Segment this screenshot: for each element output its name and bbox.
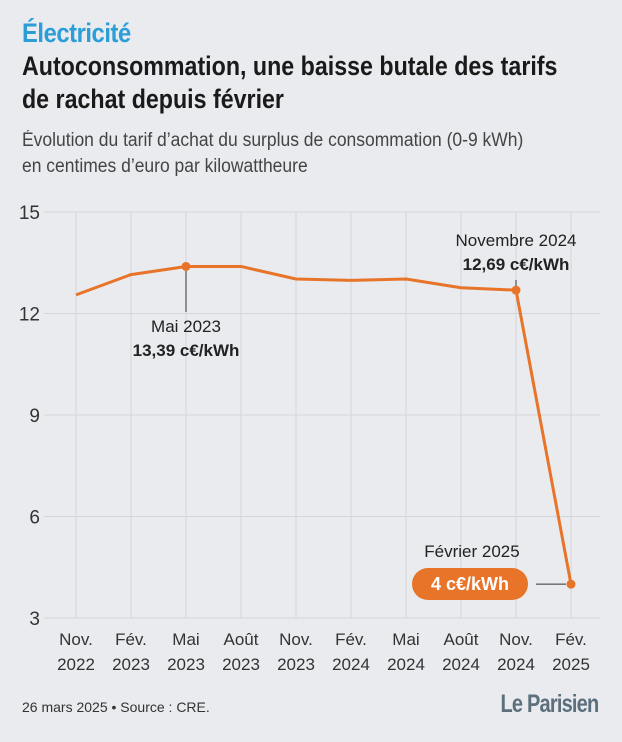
annotation-label: Mai 2023 bbox=[151, 317, 221, 336]
subtitle-line-2: en centimes d’euro par kilowattheure bbox=[22, 156, 308, 177]
x-tick-label: 2025 bbox=[552, 655, 590, 674]
x-tick-label: 2024 bbox=[387, 655, 425, 674]
x-tick-label: Août bbox=[224, 630, 259, 649]
data-point bbox=[511, 285, 521, 295]
subtitle-line-1: Évolution du tarif d’achat du surplus de… bbox=[22, 130, 524, 151]
x-tick-label: Nov. bbox=[59, 630, 93, 649]
y-tick-label: 9 bbox=[29, 406, 40, 427]
y-tick-label: 15 bbox=[19, 203, 40, 224]
annotation-value: 12,69 c€/kWh bbox=[463, 255, 570, 274]
y-tick-label: 12 bbox=[19, 305, 40, 326]
chart-title: Autoconsommation, une baisse butale des … bbox=[22, 51, 558, 114]
annotation-value: 13,39 c€/kWh bbox=[133, 341, 240, 360]
series-line bbox=[75, 264, 573, 585]
data-point bbox=[181, 261, 191, 271]
x-tick-label: Mai bbox=[392, 630, 419, 649]
y-tick-label: 6 bbox=[29, 508, 40, 529]
x-tick-label: 2022 bbox=[57, 655, 95, 674]
subtitle: Évolution du tarif d’achat du surplus de… bbox=[22, 128, 574, 180]
x-tick-label: Fév. bbox=[115, 630, 147, 649]
x-tick-label: Nov. bbox=[279, 630, 313, 649]
annotation-label: Février 2025 bbox=[424, 542, 519, 561]
x-tick-label: 2023 bbox=[222, 655, 260, 674]
le-parisien-logo: Le Parisien bbox=[500, 690, 599, 718]
x-tick-label: 2024 bbox=[442, 655, 480, 674]
x-tick-label: 2024 bbox=[497, 655, 535, 674]
x-tick-label: Nov. bbox=[499, 630, 533, 649]
x-tick-label: 2023 bbox=[112, 655, 150, 674]
x-tick-label: 2023 bbox=[167, 655, 205, 674]
annotation-value: 4 c€/kWh bbox=[431, 574, 509, 594]
data-point bbox=[566, 579, 576, 589]
x-tick-label: Fév. bbox=[555, 630, 587, 649]
x-tick-label: Fév. bbox=[335, 630, 367, 649]
x-tick-label: 2024 bbox=[332, 655, 370, 674]
annotation-badge bbox=[412, 568, 528, 600]
x-tick-label: Mai bbox=[172, 630, 199, 649]
annotation-label: Novembre 2024 bbox=[456, 231, 577, 250]
x-tick-label: 2023 bbox=[277, 655, 315, 674]
y-tick-label: 3 bbox=[29, 609, 40, 630]
x-tick-label: Août bbox=[444, 630, 479, 649]
footer-source: 26 mars 2025 • Source : CRE. bbox=[22, 699, 210, 715]
kicker: Électricité bbox=[22, 18, 131, 48]
